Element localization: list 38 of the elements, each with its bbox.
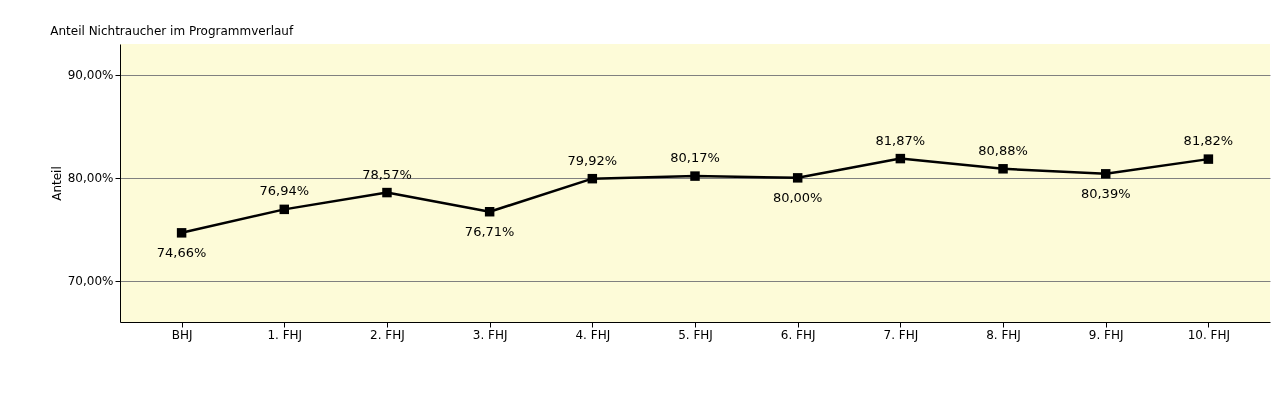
point [382, 187, 392, 198]
point [1100, 169, 1111, 179]
x-tick-label: BHJ [171, 327, 193, 342]
data-label: 79,92% [567, 152, 618, 168]
data-label: 76,94% [259, 183, 310, 199]
y-tick-label: 90,00% [67, 68, 114, 83]
x-tick-label: 4. FHJ [575, 327, 611, 342]
data-label: 78,57% [362, 166, 412, 182]
point [279, 204, 290, 215]
point [484, 206, 495, 217]
data-label: 80,00% [772, 189, 823, 205]
chart-title: Anteil Nichtraucher im Programmverlauf [50, 24, 294, 38]
x-tick-label: 9. FHJ [1088, 327, 1124, 342]
data-label: 76,71% [464, 223, 515, 239]
x-tick-label: 10. FHJ [1187, 327, 1231, 342]
point [792, 173, 803, 183]
point [895, 153, 906, 164]
x-tick-label: 6. FHJ [780, 327, 816, 342]
y-tick-label: 80,00% [67, 171, 114, 186]
data-label: 74,66% [156, 244, 207, 260]
x-tick-label: 3. FHJ [472, 327, 508, 342]
data-label: 80,88% [978, 142, 1028, 158]
data-label: 80,39% [1080, 185, 1131, 201]
x-tick-label: 7. FHJ [883, 327, 919, 342]
point [1203, 154, 1214, 164]
x-tick-label: 2. FHJ [370, 327, 405, 342]
data-label: 81,82% [1183, 133, 1234, 149]
x-tick-label: 8. FHJ [986, 327, 1021, 342]
x-tick-label: 1. FHJ [267, 327, 303, 342]
point [176, 228, 187, 238]
y-axis-title: Anteil [49, 166, 64, 201]
point [587, 173, 598, 184]
data-label: 80,17% [670, 150, 720, 166]
data-label: 81,87% [875, 132, 926, 148]
point [690, 171, 700, 181]
point [998, 164, 1008, 174]
y-tick-label: 70,00% [67, 274, 114, 289]
x-tick-label: 5. FHJ [678, 327, 713, 342]
